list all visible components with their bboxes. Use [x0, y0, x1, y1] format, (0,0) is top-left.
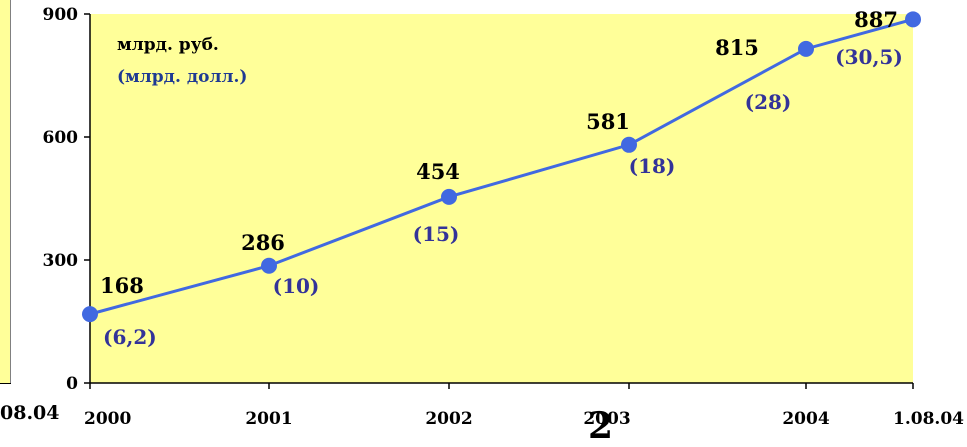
data-point-marker: [441, 188, 457, 205]
x-tick-label: 2003: [583, 409, 630, 429]
y-tick-label: 300: [43, 251, 79, 271]
series-group: [82, 11, 921, 323]
data-point-marker: [905, 11, 921, 28]
data-point-marker: [798, 40, 814, 57]
secondary-value-label: (30,5): [835, 45, 903, 69]
x-tick-label: 2000: [84, 409, 131, 429]
unit-label-rubles: млрд. руб.: [117, 35, 219, 55]
x-tick-label: 1.08.04: [893, 409, 964, 429]
secondary-value-label: (10): [273, 274, 320, 298]
data-point-marker: [82, 306, 98, 323]
line-chart: 0 300 600 900 2000 2001 2002 2003 2004 1.08.04 мл…: [43, 5, 965, 429]
secondary-value-label: (6,2): [103, 325, 157, 349]
y-tick-label: 900: [43, 5, 79, 25]
secondary-value-label: (28): [745, 90, 792, 114]
value-label: 168: [100, 273, 144, 298]
value-label: 581: [586, 109, 630, 134]
partial-date-label: 08.04: [0, 402, 60, 424]
data-point-marker: [261, 257, 277, 274]
x-tick-label: 2004: [782, 409, 829, 429]
secondary-value-label: (18): [629, 154, 676, 178]
x-tick-label: 2002: [425, 409, 472, 429]
unit-label-dollars: (млрд. долл.): [117, 67, 247, 87]
value-label: 286: [241, 230, 285, 255]
series-line: [89, 17, 914, 316]
value-label: 815: [715, 35, 759, 60]
secondary-value-label: (15): [413, 222, 460, 246]
value-label: 887: [854, 7, 898, 32]
unit-labels: млрд. руб. (млрд. долл.): [117, 35, 247, 87]
data-point-marker: [621, 136, 637, 153]
y-tick-label: 0: [66, 374, 78, 394]
y-tick-label: 600: [43, 128, 79, 148]
data-labels: 168 286 454 581 815 887 (6,2) (10) (15) (18) (28) (…: [100, 7, 903, 349]
left-panel-background: [0, 0, 11, 383]
x-tick-label: 2001: [245, 409, 292, 429]
axes: 0 300 600 900 2000 2001 2002 2003 2004 1.08.04: [43, 5, 965, 429]
plot-background: [90, 14, 913, 383]
value-label: 454: [416, 159, 460, 184]
left-panel-baseline: [0, 383, 11, 384]
